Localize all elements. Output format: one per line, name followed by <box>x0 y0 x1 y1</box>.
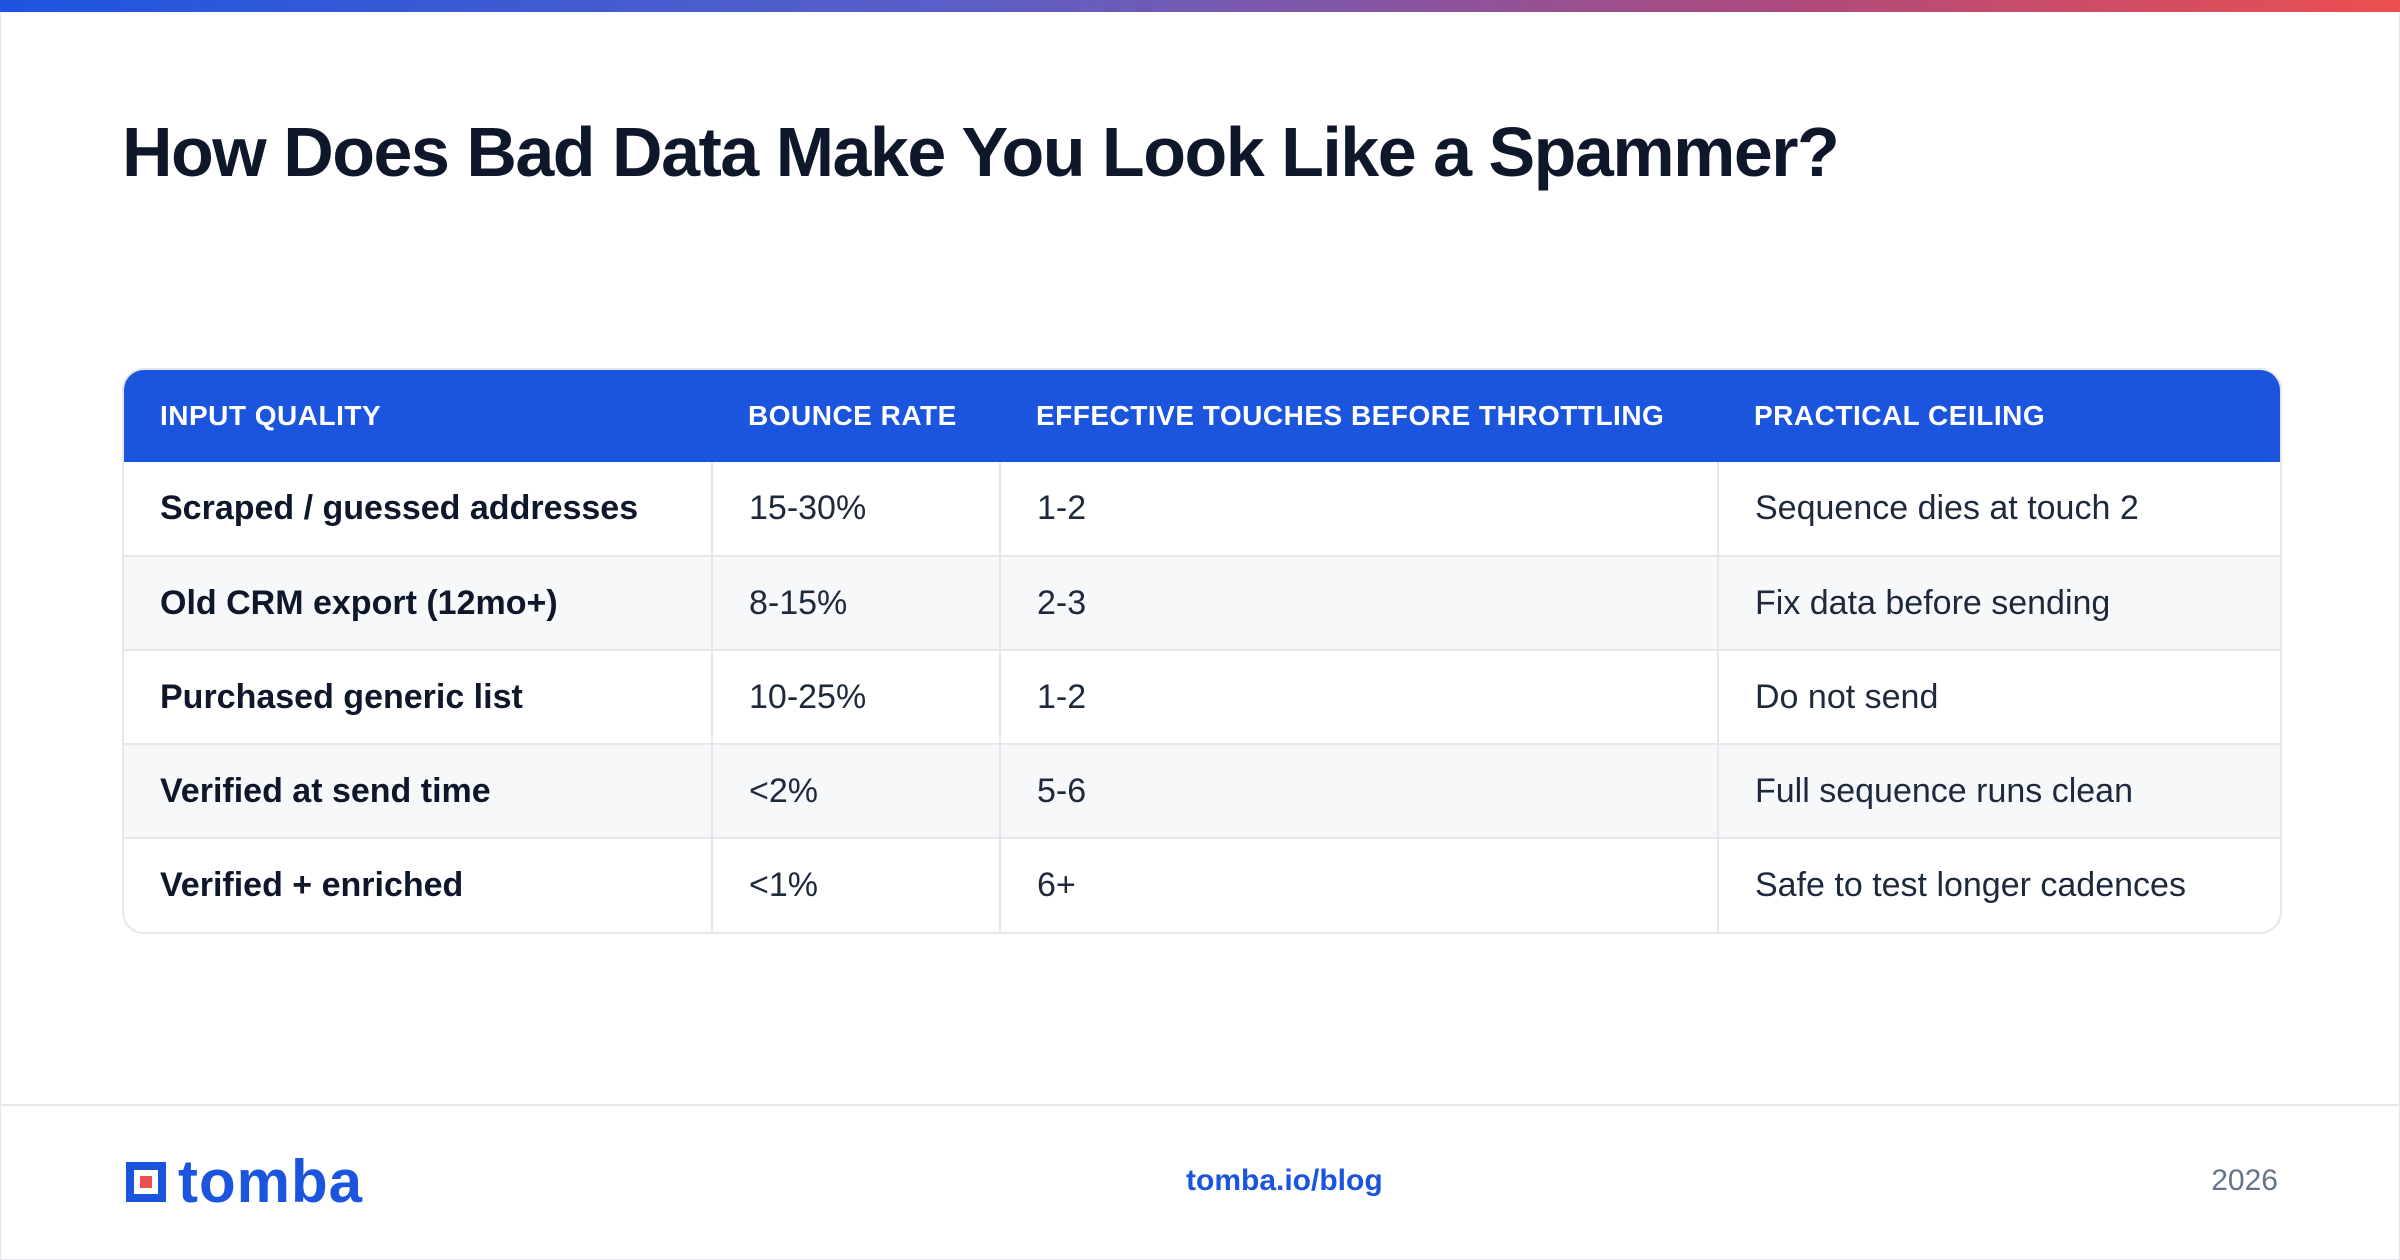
column-header-effective-touches: EFFECTIVE TOUCHES BEFORE THROTTLING <box>1036 400 1665 431</box>
cell-bounce-rate: 15-30% <box>711 462 1000 556</box>
cell-practical-ceiling: Fix data before sending <box>1717 555 2280 650</box>
cell-input-quality: Scraped / guessed addresses <box>160 489 639 527</box>
cell-bounce-rate: 10-25% <box>711 649 1000 744</box>
footer-year: 2026 <box>2211 1164 2278 1197</box>
table-row: Scraped / guessed addresses 15-30% 1-2 S… <box>124 462 2280 556</box>
tomba-logo-icon <box>122 1158 170 1206</box>
footer-divider <box>0 1104 2400 1106</box>
cell-bounce-rate: <1% <box>711 837 1000 932</box>
table-row: Purchased generic list 10-25% 1-2 Do not… <box>124 649 2280 744</box>
table-row: Old CRM export (12mo+) 8-15% 2-3 Fix dat… <box>124 555 2280 650</box>
cell-input-quality: Purchased generic list <box>124 649 712 744</box>
cell-practical-ceiling: Full sequence runs clean <box>1717 743 2280 838</box>
column-header-input-quality: INPUT QUALITY <box>160 400 382 431</box>
page-title: How Does Bad Data Make You Look Like a S… <box>122 113 1840 191</box>
cell-practical-ceiling: Sequence dies at touch 2 <box>1717 462 2280 556</box>
table-row: Verified at send time <2% 5-6 Full seque… <box>124 743 2280 838</box>
cell-effective-touches: 5-6 <box>999 743 1718 838</box>
cell-input-quality: Verified at send time <box>124 743 712 838</box>
cell-effective-touches: 1-2 <box>999 462 1718 556</box>
column-header-bounce-rate: BOUNCE RATE <box>748 400 957 431</box>
table-row: Verified + enriched <1% 6+ Safe to test … <box>124 837 2280 932</box>
cell-practical-ceiling: Do not send <box>1717 649 2280 744</box>
cell-bounce-rate: 8-15% <box>711 555 1000 650</box>
table-header-row: INPUT QUALITY BOUNCE RATE EFFECTIVE TOUC… <box>124 370 2280 462</box>
logo-wordmark: tomba <box>178 1148 363 1215</box>
gradient-top-bar <box>0 0 2400 12</box>
cell-input-quality: Old CRM export (12mo+) <box>124 555 712 650</box>
cell-effective-touches: 2-3 <box>999 555 1718 650</box>
cell-bounce-rate: <2% <box>711 743 1000 838</box>
tomba-logo[interactable]: tomba <box>122 1148 363 1215</box>
cell-input-quality: Verified + enriched <box>124 837 712 932</box>
cell-practical-ceiling: Safe to test longer cadences <box>1717 837 2280 932</box>
column-header-practical-ceiling: PRACTICAL CEILING <box>1754 400 2046 431</box>
comparison-table: INPUT QUALITY BOUNCE RATE EFFECTIVE TOUC… <box>122 368 2282 934</box>
blog-link[interactable]: tomba.io/blog <box>1186 1164 1383 1197</box>
cell-effective-touches: 6+ <box>999 837 1718 932</box>
cell-effective-touches: 1-2 <box>999 649 1718 744</box>
